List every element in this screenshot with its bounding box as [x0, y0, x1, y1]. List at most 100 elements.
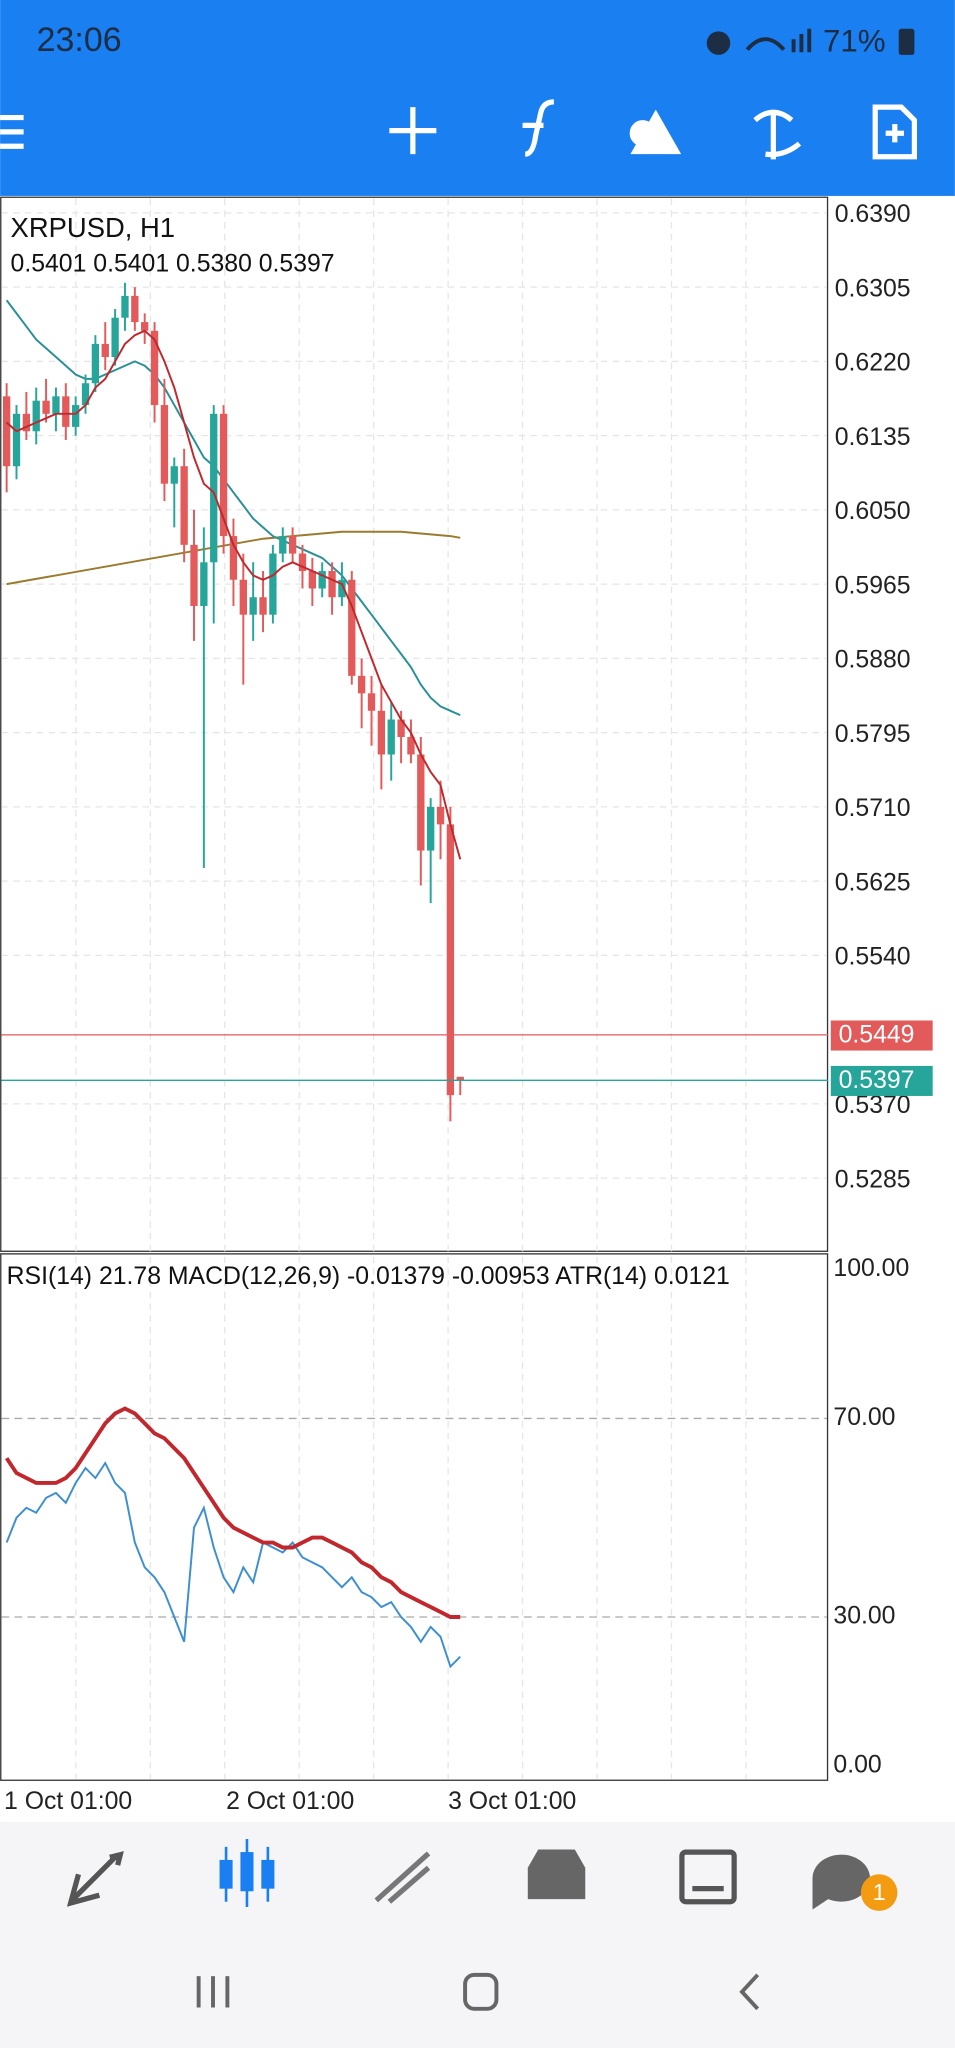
nav-chart[interactable] — [219, 1839, 275, 1907]
y-tick-label: 0.6050 — [835, 498, 911, 525]
candle-body — [367, 693, 376, 711]
candle-body — [180, 466, 188, 545]
home-button[interactable] — [463, 1972, 499, 2011]
nav-trade[interactable] — [374, 1851, 431, 1904]
bottom-area — [0, 1822, 955, 2048]
candle-body — [42, 400, 50, 414]
indicators-button[interactable] — [522, 99, 555, 157]
y-tick-label: 0.6305 — [835, 275, 911, 302]
objects-button[interactable] — [629, 109, 682, 155]
system-nav — [196, 1972, 760, 2011]
candle-body — [308, 571, 316, 589]
nav-news[interactable] — [679, 1849, 737, 1905]
y-tick-label: 0.5370 — [835, 1092, 911, 1119]
y-tick-label: 0.5540 — [835, 944, 911, 971]
candle-body — [141, 322, 149, 331]
menu-button[interactable] — [0, 114, 24, 149]
nav-chat[interactable] — [812, 1854, 870, 1910]
candle-body — [318, 571, 326, 589]
crosshair-button[interactable] — [389, 107, 437, 155]
ind-tick-label: 30.00 — [833, 1603, 895, 1630]
candle-body — [397, 719, 405, 738]
back-button[interactable] — [739, 1973, 760, 2011]
candle-body — [81, 383, 90, 406]
candle-body — [239, 579, 247, 615]
candle-body — [72, 405, 80, 427]
candle-body — [170, 466, 178, 484]
y-tick-label: 0.5795 — [835, 721, 911, 748]
status-icons — [706, 28, 915, 55]
candle-body — [259, 597, 267, 615]
candle-body — [427, 806, 435, 851]
nav-quotes[interactable] — [66, 1851, 124, 1907]
candle-body — [229, 536, 238, 580]
y-tick-label: 0.6390 — [835, 201, 911, 228]
candle-body — [328, 571, 336, 598]
candle-body — [357, 675, 366, 694]
y-tick-label: 0.5625 — [835, 869, 911, 896]
status-time: 23:06 — [37, 21, 122, 59]
candle-body — [150, 330, 159, 406]
symbol-title: XRPUSD, H1 — [11, 212, 175, 243]
y-tick-label: 0.6135 — [835, 424, 911, 451]
ask-label: 0.5397 — [839, 1067, 915, 1094]
candle-body — [160, 405, 169, 484]
rsi-line — [5, 1461, 461, 1669]
status-battery: 71% — [823, 23, 886, 58]
candle-body — [407, 737, 415, 755]
app-header — [0, 0, 955, 196]
candle-body — [2, 396, 11, 467]
y-tick-label: 0.5880 — [835, 647, 911, 674]
ind-tick-label: 100.00 — [833, 1255, 909, 1282]
candle-body — [249, 597, 257, 615]
rsi-signal-line — [5, 1406, 461, 1619]
bid-label: 0.5449 — [839, 1022, 915, 1049]
y-tick-label: 0.5285 — [835, 1166, 911, 1193]
ma-mid-line — [5, 299, 461, 717]
ind-tick-label: 70.00 — [833, 1404, 895, 1431]
plot — [1, 212, 829, 1669]
candle-body — [338, 579, 346, 598]
ind-tick-label: 0.00 — [833, 1751, 881, 1778]
indicator-header: RSI(14) 21.78 MACD(12,26,9) -0.01379 -0.… — [7, 1263, 730, 1290]
bottom-nav — [66, 1839, 898, 1911]
candle-body — [436, 806, 445, 825]
y-tick-label: 0.5965 — [835, 572, 911, 599]
candle-body — [62, 396, 70, 427]
y-tick-label: 0.5710 — [835, 795, 911, 822]
price-pane — [0, 196, 829, 1252]
candle-body — [210, 413, 218, 563]
candle-body — [387, 719, 395, 755]
toolbar — [0, 99, 918, 160]
trade-button[interactable] — [753, 109, 802, 160]
candle-body — [52, 396, 60, 414]
chat-badge-count: 1 — [873, 1879, 886, 1905]
candle-body — [456, 1076, 464, 1081]
ohlc-values: 0.5401 0.5401 0.5380 0.5397 — [11, 251, 335, 278]
candle-body — [417, 754, 425, 851]
candle-body — [446, 824, 455, 1096]
candle-body — [190, 544, 198, 606]
candle-body — [12, 413, 21, 467]
candle-body — [91, 343, 100, 384]
candle-body — [32, 400, 40, 432]
time-label: 3 Oct 01:00 — [448, 1788, 576, 1815]
nav-history[interactable] — [527, 1849, 586, 1900]
candle-body — [298, 553, 307, 572]
candle-body — [22, 413, 31, 432]
bid-tag — [830, 1020, 933, 1051]
candle-body — [101, 343, 109, 358]
time-label: 1 Oct 01:00 — [4, 1788, 132, 1815]
time-label: 2 Oct 01:00 — [226, 1788, 354, 1815]
ma-fast-line — [5, 329, 462, 860]
y-tick-label: 0.6220 — [835, 350, 911, 377]
candle-body — [111, 317, 119, 358]
candle-body — [288, 536, 297, 554]
indicator-pane — [0, 1253, 829, 1781]
candle-body — [219, 413, 228, 537]
recents-button[interactable] — [196, 1976, 230, 2008]
new-order-button[interactable] — [872, 104, 918, 160]
ask-tag — [830, 1065, 933, 1096]
